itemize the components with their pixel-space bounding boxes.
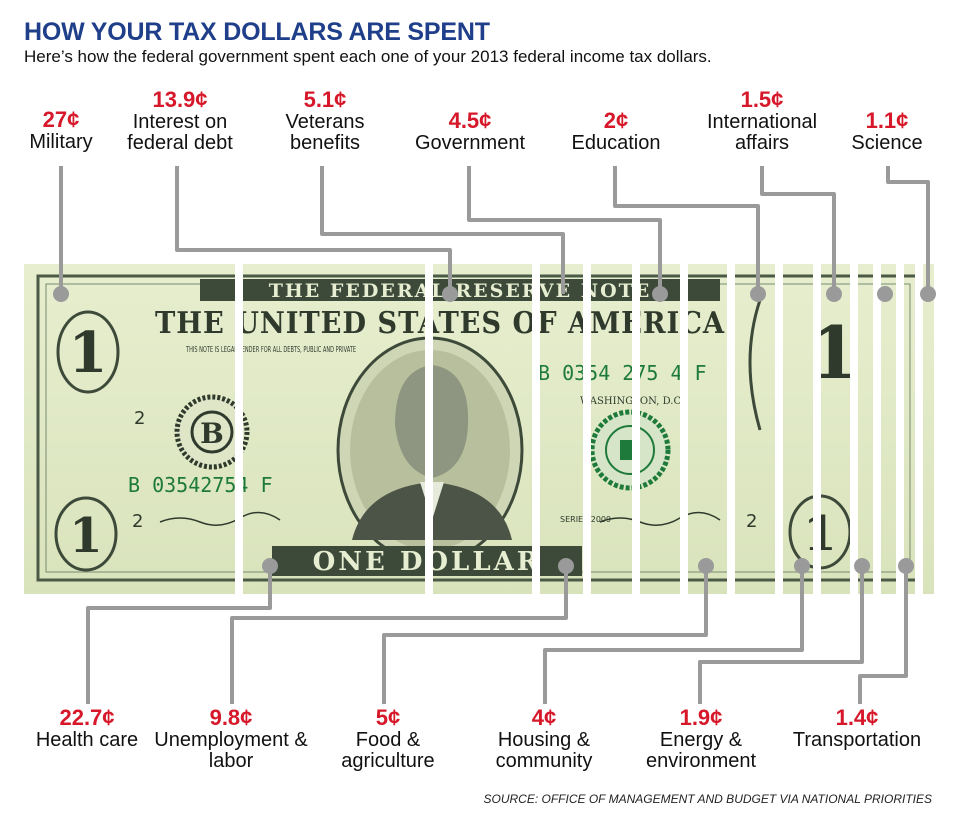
amount-food-agriculture: 5¢ — [375, 705, 401, 730]
desc-interest-federal-debt: Interest on federal debt — [127, 111, 233, 154]
signature-left — [159, 511, 281, 526]
desc-health-care: Health care — [35, 729, 139, 751]
desc-transportation: Transportation — [792, 729, 922, 751]
bill-slice-gaps — [235, 262, 923, 596]
label-health-care: 22.7¢ Health care — [2, 706, 172, 751]
desc-unemployment-labor: Unemployment & labor — [154, 729, 308, 772]
treasury-seal — [589, 409, 671, 491]
seal-letter: B — [200, 417, 224, 450]
desc-international-affairs: International affairs — [706, 111, 818, 154]
label-military: 27¢ Military — [0, 108, 146, 153]
desc-veterans-benefits: Veterans benefits — [285, 111, 365, 154]
amount-unemployment-labor: 9.8¢ — [209, 705, 253, 730]
desc-government: Government — [414, 132, 526, 154]
bill-numeral-top-left: 1 — [69, 320, 108, 386]
bill-small-number-1: 2 — [134, 408, 145, 429]
bill-left-ornament: 1 1 — [54, 310, 120, 572]
signature-right — [599, 511, 721, 526]
bill-legal-tender: THIS NOTE IS LEGAL TENDER FOR ALL DEBTS,… — [185, 345, 356, 354]
desc-energy-environment: Energy & environment — [645, 729, 757, 772]
label-unemployment-labor: 9.8¢ Unemployment & labor — [146, 706, 316, 772]
label-housing-community: 4¢ Housing & community — [459, 706, 629, 772]
amount-transportation: 1.4¢ — [835, 705, 879, 730]
amount-housing-community: 4¢ — [531, 705, 557, 730]
source-note: SOURCE: OFFICE OF MANAGEMENT AND BUDGET … — [483, 792, 933, 806]
federal-reserve-seal: B — [174, 394, 250, 470]
amount-education: 2¢ — [603, 108, 629, 133]
desc-military: Military — [29, 131, 93, 153]
label-energy-environment: 1.9¢ Energy & environment — [616, 706, 786, 772]
amount-interest-federal-debt: 13.9¢ — [152, 87, 208, 112]
bill-country-name: THE UNITED STATES OF AMERICA — [155, 306, 725, 341]
bill-small-number-3: 2 — [746, 511, 757, 532]
bill-serial-right: B 0354 275 4 F — [538, 361, 707, 385]
amount-veterans-benefits: 5.1¢ — [303, 87, 347, 112]
label-international-affairs: 1.5¢ International affairs — [677, 88, 847, 154]
amount-health-care: 22.7¢ — [59, 705, 115, 730]
connector-lines — [59, 166, 930, 704]
desc-education: Education — [571, 132, 661, 154]
amount-government: 4.5¢ — [448, 108, 492, 133]
bill-small-number-2: 2 — [132, 511, 143, 532]
page-subtitle: Here’s how the federal government spent … — [24, 47, 712, 66]
label-science: 1.1¢ Science — [802, 109, 960, 154]
amount-science: 1.1¢ — [865, 108, 909, 133]
bill-numeral-bottom-left: 1 — [69, 508, 102, 564]
amount-international-affairs: 1.5¢ — [740, 87, 784, 112]
label-veterans-benefits: 5.1¢ Veterans benefits — [240, 88, 410, 154]
amount-energy-environment: 1.9¢ — [679, 705, 723, 730]
bill-top-banner-text: THE FEDERAL RESERVE NOTE — [269, 280, 652, 302]
label-food-agriculture: 5¢ Food & agriculture — [303, 706, 473, 772]
label-government: 4.5¢ Government — [385, 109, 555, 154]
label-interest-federal-debt: 13.9¢ Interest on federal debt — [95, 88, 265, 154]
label-education: 2¢ Education — [531, 109, 701, 154]
label-transportation: 1.4¢ Transportation — [772, 706, 942, 751]
bill-serial-left: B 03542754 F — [128, 473, 273, 497]
page-title: HOW YOUR TAX DOLLARS ARE SPENT — [24, 18, 490, 46]
connector-dots — [53, 286, 936, 574]
desc-science: Science — [851, 132, 923, 154]
amount-military: 27¢ — [42, 107, 80, 132]
bill-city: WASHINGTON, D.C. — [580, 396, 684, 407]
desc-food-agriculture: Food & agriculture — [341, 729, 435, 772]
desc-housing-community: Housing & community — [495, 729, 593, 772]
